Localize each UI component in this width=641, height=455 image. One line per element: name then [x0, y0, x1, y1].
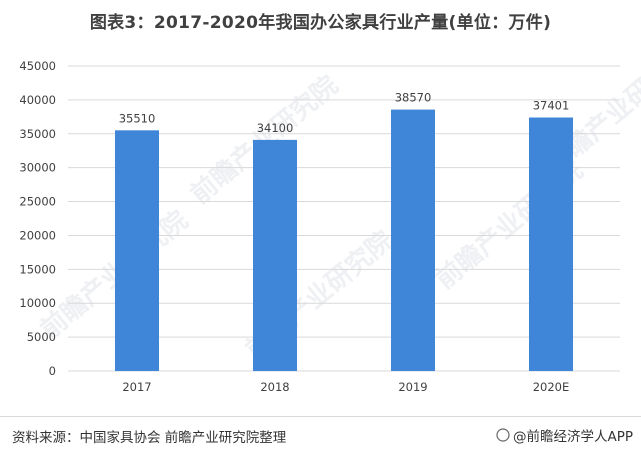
y-tick-label: 5000 [27, 330, 56, 344]
data-labels: 35510 34100 38570 37401 [119, 91, 570, 135]
footer: 资料来源：中国家具协会 前瞻产业研究院整理 @前瞻经济学人APP [0, 416, 641, 455]
y-axis-ticks: 0 5000 10000 15000 20000 25000 30000 35000 40000… [19, 59, 56, 378]
y-tick-label: 25000 [19, 195, 56, 209]
bar-chart: 前瞻产业研究院前瞻产业研究院前瞻产业研究院前瞻产业研究院前瞻产业研究院 0500… [19, 40, 641, 394]
bar [115, 130, 159, 371]
y-tick-label: 30000 [19, 161, 56, 175]
y-tick-label: 45000 [19, 59, 56, 73]
data-label: 37401 [533, 99, 570, 113]
data-label: 38570 [395, 91, 432, 105]
y-tick-label: 0 [49, 364, 56, 378]
x-axis-ticks: 2017 2018 2019 2020E [122, 380, 569, 394]
x-tick-label: 2017 [122, 380, 151, 394]
y-tick-label: 15000 [19, 262, 56, 276]
bar [529, 117, 573, 371]
x-tick-label: 2018 [260, 380, 289, 394]
data-label: 34100 [257, 121, 294, 135]
bars [115, 109, 573, 371]
y-tick-label: 20000 [19, 228, 56, 242]
footer-divider [0, 416, 641, 417]
compass-logo-icon [496, 428, 510, 442]
bar [391, 109, 435, 371]
grid-lines [68, 65, 620, 372]
data-label: 35510 [119, 111, 156, 125]
source-note: 资料来源：中国家具协会 前瞻产业研究院整理 [12, 430, 287, 446]
x-tick-label: 2020E [533, 380, 570, 394]
credit: @前瞻经济学人APP [496, 425, 633, 445]
bar [253, 139, 297, 371]
x-tick-label: 2019 [398, 380, 427, 394]
chart-title: 图表3：2017-2020年我国办公家具行业产量(单位：万件) [89, 13, 552, 33]
credit-text: @前瞻经济学人APP [512, 429, 633, 445]
y-tick-label: 35000 [19, 127, 56, 141]
y-tick-label: 10000 [19, 296, 56, 310]
watermark-text: 前瞻产业研究院 [35, 205, 194, 346]
y-tick-label: 40000 [19, 93, 56, 107]
